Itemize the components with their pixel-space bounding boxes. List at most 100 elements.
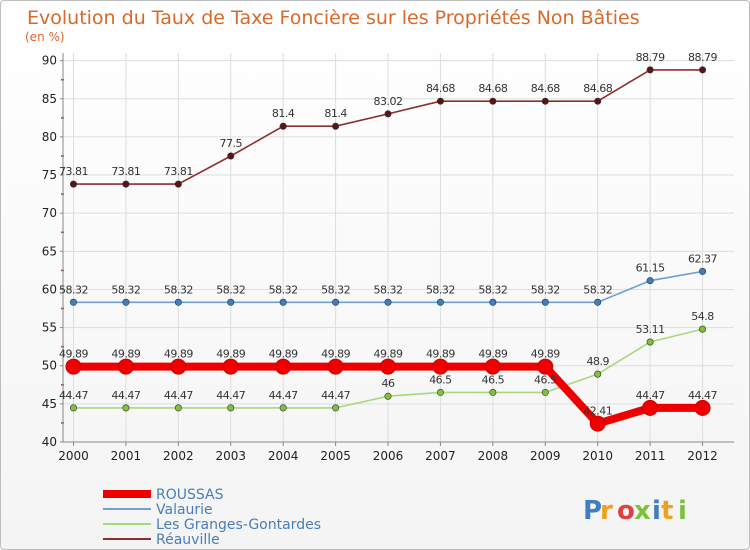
point-r-auville-2000 <box>69 180 77 188</box>
data-label-valaurie-2010: 58.32 <box>583 283 612 296</box>
data-label-les-granges-gontardes-2011: 53.11 <box>636 323 665 336</box>
point-les-granges-gontardes-2008 <box>489 388 497 396</box>
point-valaurie-2002 <box>174 298 182 306</box>
data-label-roussas-2006: 49.89 <box>374 348 403 361</box>
data-label-roussas-2009: 49.89 <box>531 348 560 361</box>
point-les-granges-gontardes-2004 <box>279 404 287 412</box>
data-label-roussas-2002: 49.89 <box>164 348 193 361</box>
point-valaurie-2008 <box>489 298 497 306</box>
data-label-valaurie-2008: 58.32 <box>478 283 507 296</box>
data-label-les-granges-gontardes-2007: 46.5 <box>429 373 452 386</box>
data-label-roussas-2003: 49.89 <box>216 348 245 361</box>
data-label-valaurie-2001: 58.32 <box>111 283 140 296</box>
point-r-auville-2009 <box>541 97 549 105</box>
point-les-granges-gontardes-2011 <box>646 338 654 346</box>
data-label-r-auville-2011: 88.79 <box>636 51 665 64</box>
point-r-auville-2007 <box>436 97 444 105</box>
y-tick-55: 55 <box>42 321 57 335</box>
point-les-granges-gontardes-2012 <box>699 325 707 333</box>
point-valaurie-2000 <box>69 298 77 306</box>
logo-letter-5: t <box>661 496 673 526</box>
point-r-auville-2004 <box>279 122 287 130</box>
legend-label-1: Valaurie <box>156 502 213 518</box>
data-label-valaurie-2012: 62.37 <box>688 252 717 265</box>
point-roussas-2004 <box>275 358 292 375</box>
data-label-valaurie-2011: 61.15 <box>636 262 665 275</box>
x-tick-2012: 2012 <box>687 449 718 463</box>
data-label-r-auville-2008: 84.68 <box>478 82 507 95</box>
x-tick-2010: 2010 <box>582 449 613 463</box>
data-label-roussas-2001: 49.89 <box>111 348 140 361</box>
point-valaurie-2009 <box>541 298 549 306</box>
point-valaurie-2012 <box>699 267 707 275</box>
point-r-auville-2008 <box>489 97 497 105</box>
data-label-r-auville-2007: 84.68 <box>426 82 455 95</box>
point-roussas-2000 <box>65 358 82 375</box>
data-label-valaurie-2003: 58.32 <box>216 283 245 296</box>
y-tick-60: 60 <box>42 282 57 296</box>
data-label-r-auville-2004: 81.4 <box>272 107 295 120</box>
data-label-roussas-2012: 44.47 <box>688 389 717 402</box>
point-les-granges-gontardes-2005 <box>332 404 340 412</box>
data-label-roussas-2004: 49.89 <box>269 348 298 361</box>
data-label-les-granges-gontardes-2000: 44.47 <box>59 389 88 402</box>
y-tick-45: 45 <box>42 397 57 411</box>
data-label-les-granges-gontardes-2002: 44.47 <box>164 389 193 402</box>
y-tick-50: 50 <box>42 359 57 373</box>
point-valaurie-2005 <box>332 298 340 306</box>
point-r-auville-2010 <box>594 97 602 105</box>
data-label-r-auville-2012: 88.79 <box>688 51 717 64</box>
x-tick-2006: 2006 <box>373 449 404 463</box>
data-label-r-auville-2003: 77.5 <box>220 137 243 150</box>
point-roussas-2007 <box>432 358 449 375</box>
point-valaurie-2004 <box>279 298 287 306</box>
point-r-auville-2006 <box>384 110 392 118</box>
point-r-auville-2012 <box>699 66 707 74</box>
point-r-auville-2011 <box>646 66 654 74</box>
legend-label-0: ROUSSAS <box>156 487 224 503</box>
logo-letter-2: o <box>617 496 635 526</box>
point-r-auville-2005 <box>332 122 340 130</box>
data-label-les-granges-gontardes-2004: 44.47 <box>269 389 298 402</box>
x-tick-2009: 2009 <box>530 449 561 463</box>
logo-letter-4: i <box>652 496 661 526</box>
data-label-les-granges-gontardes-2009: 46.5 <box>534 373 557 386</box>
data-label-les-granges-gontardes-2005: 44.47 <box>321 389 350 402</box>
point-les-granges-gontardes-2001 <box>122 404 130 412</box>
data-label-roussas-2011: 44.47 <box>636 389 665 402</box>
data-label-valaurie-2009: 58.32 <box>531 283 560 296</box>
logo-letter-0: P <box>583 496 602 526</box>
data-label-r-auville-2001: 73.81 <box>111 165 140 178</box>
x-tick-2002: 2002 <box>163 449 194 463</box>
data-label-les-granges-gontardes-2008: 46.5 <box>482 373 505 386</box>
point-roussas-2010 <box>589 415 606 432</box>
logo-letter-6: i <box>678 496 687 526</box>
y-tick-90: 90 <box>42 54 57 68</box>
data-label-r-auville-2006: 83.02 <box>374 95 403 108</box>
data-label-r-auville-2000: 73.81 <box>59 165 88 178</box>
point-les-granges-gontardes-2000 <box>69 404 77 412</box>
data-label-valaurie-2004: 58.32 <box>269 283 298 296</box>
point-roussas-2012 <box>694 399 711 416</box>
x-tick-2000: 2000 <box>58 449 89 463</box>
x-tick-2003: 2003 <box>215 449 246 463</box>
data-label-roussas-2000: 49.89 <box>59 348 88 361</box>
x-tick-2007: 2007 <box>425 449 456 463</box>
point-roussas-2009 <box>537 358 554 375</box>
point-valaurie-2007 <box>436 298 444 306</box>
point-roussas-2003 <box>222 358 239 375</box>
point-roussas-2006 <box>380 358 397 375</box>
x-tick-2011: 2011 <box>635 449 666 463</box>
point-roussas-2011 <box>642 399 659 416</box>
data-label-roussas-2005: 49.89 <box>321 348 350 361</box>
data-label-les-granges-gontardes-2001: 44.47 <box>111 389 140 402</box>
data-label-les-granges-gontardes-2003: 44.47 <box>216 389 245 402</box>
y-tick-65: 65 <box>42 244 57 258</box>
point-les-granges-gontardes-2003 <box>227 404 235 412</box>
point-roussas-2001 <box>117 358 134 375</box>
point-r-auville-2003 <box>227 152 235 160</box>
point-valaurie-2001 <box>122 298 130 306</box>
data-label-les-granges-gontardes-2010: 48.9 <box>586 355 609 368</box>
